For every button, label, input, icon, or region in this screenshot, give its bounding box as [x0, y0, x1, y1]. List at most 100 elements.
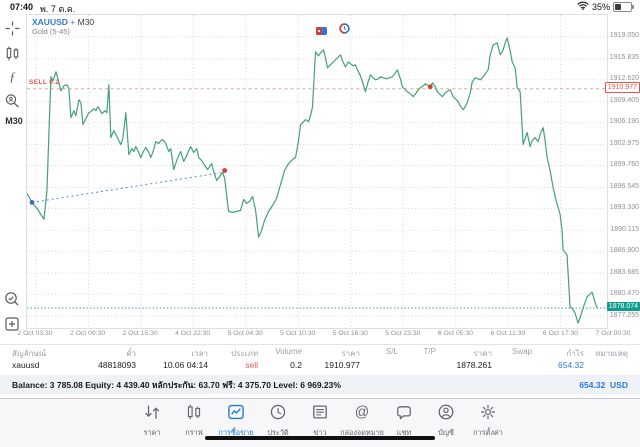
- indicators-icon[interactable]: ƒ: [9, 69, 16, 84]
- nav-item-chat[interactable]: แชท: [383, 403, 425, 439]
- news-icon: [311, 403, 329, 426]
- time-axis-label: 5 Oct 23:30: [385, 330, 421, 337]
- table-cell[interactable]: [360, 360, 398, 370]
- time-axis[interactable]: 2 Oct 03:30 2 Oct 09:30 2 Oct 15:30 4 Oct 2…: [17, 330, 630, 342]
- chart-toolbar: ƒ M30: [0, 14, 26, 345]
- time-axis-label: 5 Oct 04:30: [227, 330, 263, 337]
- nav-items: ราคา กราฟ การซื้อขาย ประวัติ ข่าว @ กล่องจดหมา…: [0, 403, 640, 439]
- timeframe-button[interactable]: M30: [5, 116, 23, 126]
- table-header-cell: สัญลักษณ์: [12, 349, 47, 358]
- bid-price-tag: 1878.074: [606, 302, 640, 311]
- nav-item-charts[interactable]: กราฟ: [173, 403, 215, 439]
- time-axis-label: 7 Oct 00:30: [595, 330, 631, 337]
- table-row[interactable]: xauusd 48818093 10.06 04:14 sell 0.2 1910.977…: [0, 360, 640, 370]
- chart-symbol[interactable]: XAUUSD: [32, 17, 68, 27]
- price-axis-label: 1883.685: [609, 269, 639, 276]
- chart-title[interactable]: XAUUSD + M30 Gold (5-45): [32, 17, 94, 37]
- settings-icon: [479, 403, 497, 426]
- price-axis-label: 1915.835: [609, 54, 639, 61]
- nav-item-label: แชท: [396, 428, 412, 437]
- time-axis-label: 5 Oct 10:30: [280, 330, 316, 337]
- nav-item-label: บัญชี: [438, 428, 454, 437]
- table-cell[interactable]: 0.2: [290, 360, 302, 370]
- price-axis[interactable]: 1910.977 1878.074 1919.050 1915.835 1912.6…: [604, 14, 640, 330]
- time-axis-label: 6 Oct 17:30: [542, 330, 579, 337]
- chart-plot-area[interactable]: [26, 14, 608, 329]
- sell-price-tag: 1910.977: [604, 82, 640, 93]
- price-axis-label: 1880.470: [609, 290, 639, 297]
- wifi-icon: [577, 1, 589, 12]
- table-header-cell: ราคา: [341, 349, 360, 358]
- objects-icon[interactable]: [4, 93, 21, 110]
- sell-deal-marker[interactable]: [427, 84, 433, 90]
- time-axis-label: 6 Oct 11:30: [490, 330, 526, 337]
- table-header-cell: Swap: [511, 347, 532, 356]
- nav-item-account[interactable]: บัญชี: [425, 403, 467, 439]
- table-cell[interactable]: sell: [245, 360, 258, 370]
- nav-item-news[interactable]: ข่าว: [299, 403, 341, 439]
- chat-icon: [395, 403, 413, 426]
- nav-item-label: ราคา: [143, 428, 161, 437]
- time-axis-label: 2 Oct 03:30: [17, 330, 53, 337]
- price-axis-label: 1877.255: [609, 312, 639, 319]
- history-icon: [269, 403, 287, 426]
- zoom-check-icon[interactable]: [4, 291, 21, 308]
- chart-timeframe: M30: [77, 17, 95, 27]
- table-cell[interactable]: 1910.977: [324, 360, 360, 370]
- price-axis-label: 1909.405: [609, 97, 639, 104]
- candlestick-icon[interactable]: [4, 45, 21, 62]
- status-bar: 07:40 พ. 7 ต.ค. 35%: [0, 0, 640, 14]
- crosshair-icon[interactable]: [4, 20, 21, 37]
- exit-marker[interactable]: [222, 168, 228, 173]
- mailbox-icon: @: [353, 403, 371, 426]
- table-cell[interactable]: xauusd: [12, 360, 40, 370]
- table-cell[interactable]: [398, 360, 436, 370]
- session-clock-icon[interactable]: [339, 21, 350, 39]
- status-date: พ. 7 ต.ค.: [40, 4, 76, 14]
- symbol-dropdown-icon: +: [70, 17, 76, 27]
- table-header-cell: S/L: [385, 347, 398, 356]
- battery-percent: 35%: [591, 1, 610, 12]
- nav-item-history[interactable]: ประวัติ: [257, 403, 299, 439]
- table-cell[interactable]: 10.06 04:14: [163, 360, 208, 370]
- home-indicator[interactable]: [205, 436, 435, 440]
- nav-item-label: การซื้อขาย: [218, 428, 254, 437]
- table-header-cell: ราคา: [473, 349, 492, 358]
- nav-item-trade[interactable]: การซื้อขาย: [215, 403, 257, 439]
- trade-icon: [227, 403, 245, 426]
- price-axis-label: 1899.760: [609, 161, 639, 168]
- nav-item-quotes[interactable]: ราคา: [131, 403, 173, 439]
- account-summary-text: Balance: 3 785.08 Equity: 4 439.40 หลักป…: [12, 379, 341, 390]
- entry-marker[interactable]: [29, 200, 35, 205]
- table-cell[interactable]: [584, 360, 628, 370]
- nav-item-settings[interactable]: การตั้งค่า: [467, 403, 509, 439]
- table-cell[interactable]: 654.32: [558, 360, 584, 370]
- time-axis-label: 2 Oct 15:30: [122, 330, 158, 337]
- price-chart-svg[interactable]: [27, 15, 607, 328]
- price-axis-label: 1919.050: [609, 32, 639, 39]
- quotes-icon: [143, 403, 161, 426]
- table-header-cell: ประเภท: [231, 349, 258, 358]
- add-object-icon[interactable]: [4, 316, 21, 333]
- table-cell[interactable]: 48818093: [98, 360, 136, 370]
- price-axis-label: 1893.330: [609, 204, 639, 211]
- nav-item-label: การตั้งค่า: [473, 428, 503, 437]
- table-header-cell: T/P: [423, 347, 436, 356]
- table-header-row: สัญลักษณ์ ตั๋ว เวลา ประเภท Volume ราคา S/L T/P ร…: [0, 347, 640, 360]
- time-axis-label: 2 Oct 09:30: [69, 330, 106, 337]
- table-header-cell: กำไร: [566, 349, 584, 358]
- account-icon: [437, 403, 455, 426]
- price-axis-label: 1890.115: [610, 226, 639, 233]
- time-axis-label: 6 Oct 05:30: [437, 330, 473, 337]
- chart-subtitle: Gold (5-45): [32, 27, 70, 36]
- table-header-cell: ตั๋ว: [126, 349, 136, 358]
- table-header-cell: หมายเหตุ: [595, 349, 628, 358]
- account-summary-bar: Balance: 3 785.08 Equity: 4 439.40 หลักป…: [0, 375, 640, 394]
- nav-item-mailbox[interactable]: @ กล่องจดหมาย: [340, 403, 384, 439]
- table-cell[interactable]: 1878.261: [456, 360, 492, 370]
- nav-item-label: ประวัติ: [267, 428, 289, 437]
- table-cell[interactable]: [492, 360, 532, 370]
- event-flag-icon[interactable]: [316, 22, 327, 40]
- nav-item-label: กราฟ: [185, 428, 203, 437]
- time-axis-label: 4 Oct 22:30: [175, 330, 211, 337]
